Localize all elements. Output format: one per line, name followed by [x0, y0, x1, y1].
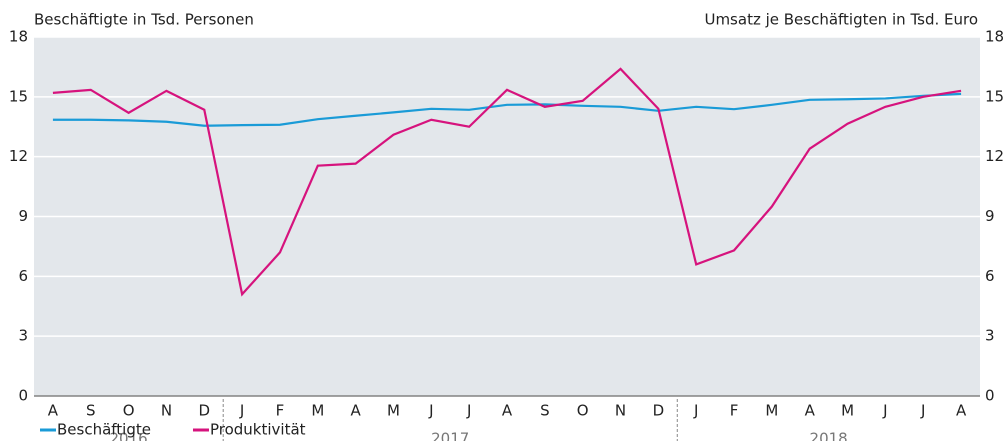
x-tick-label: D	[653, 402, 665, 420]
x-tick-label: A	[48, 402, 59, 420]
series-line	[52, 92, 962, 127]
x-tick-label: O	[123, 402, 135, 420]
x-tick-label: S	[86, 402, 96, 420]
x-tick-label: D	[198, 402, 210, 420]
y2-axis-title: Umsatz je Beschäftigten in Tsd. Euro	[704, 11, 978, 29]
x-tick-label: J	[466, 402, 471, 420]
y-tick-label: 9	[18, 207, 28, 225]
y2-tick-label: 6	[985, 267, 995, 285]
x-group-label: 2017	[431, 430, 469, 441]
x-tick-label: J	[693, 402, 698, 420]
x-tick-label: A	[351, 402, 362, 420]
x-tick-label: F	[276, 402, 285, 420]
x-tick-label: J	[882, 402, 887, 420]
y-axis-title: Beschäftigte in Tsd. Personen	[34, 11, 254, 29]
y-tick-label: 12	[9, 147, 28, 165]
y-tick-label: 0	[18, 387, 28, 405]
y2-tick-label: 3	[985, 327, 995, 345]
y-tick-label: 6	[18, 267, 28, 285]
x-tick-label: N	[161, 402, 172, 420]
x-tick-label: J	[239, 402, 244, 420]
y2-tick-label: 0	[985, 387, 995, 405]
x-tick-label: A	[956, 402, 967, 420]
x-group-label: 2016	[110, 430, 148, 441]
x-tick-label: J	[428, 402, 433, 420]
y2-tick-label: 15	[985, 87, 1004, 105]
x-tick-label: J	[920, 402, 925, 420]
legend-label: Beschäftigte	[57, 421, 151, 439]
x-tick-label: M	[387, 402, 400, 420]
y-tick-label: 3	[18, 327, 28, 345]
x-tick-label: M	[765, 402, 778, 420]
x-tick-label: A	[502, 402, 513, 420]
x-tick-label: N	[615, 402, 626, 420]
y2-tick-label: 12	[985, 147, 1004, 165]
x-tick-label: F	[730, 402, 739, 420]
x-tick-label: M	[311, 402, 324, 420]
x-group-label: 2018	[810, 430, 848, 441]
series-line	[52, 67, 962, 297]
x-tick-label: O	[577, 402, 589, 420]
y-tick-label: 18	[9, 28, 28, 46]
legend-label: Produktivität	[210, 421, 306, 439]
y2-tick-label: 18	[985, 28, 1004, 46]
y2-tick-label: 9	[985, 207, 995, 225]
x-tick-label: S	[540, 402, 550, 420]
x-tick-label: M	[841, 402, 854, 420]
y-tick-label: 15	[9, 87, 28, 105]
x-tick-label: A	[805, 402, 816, 420]
